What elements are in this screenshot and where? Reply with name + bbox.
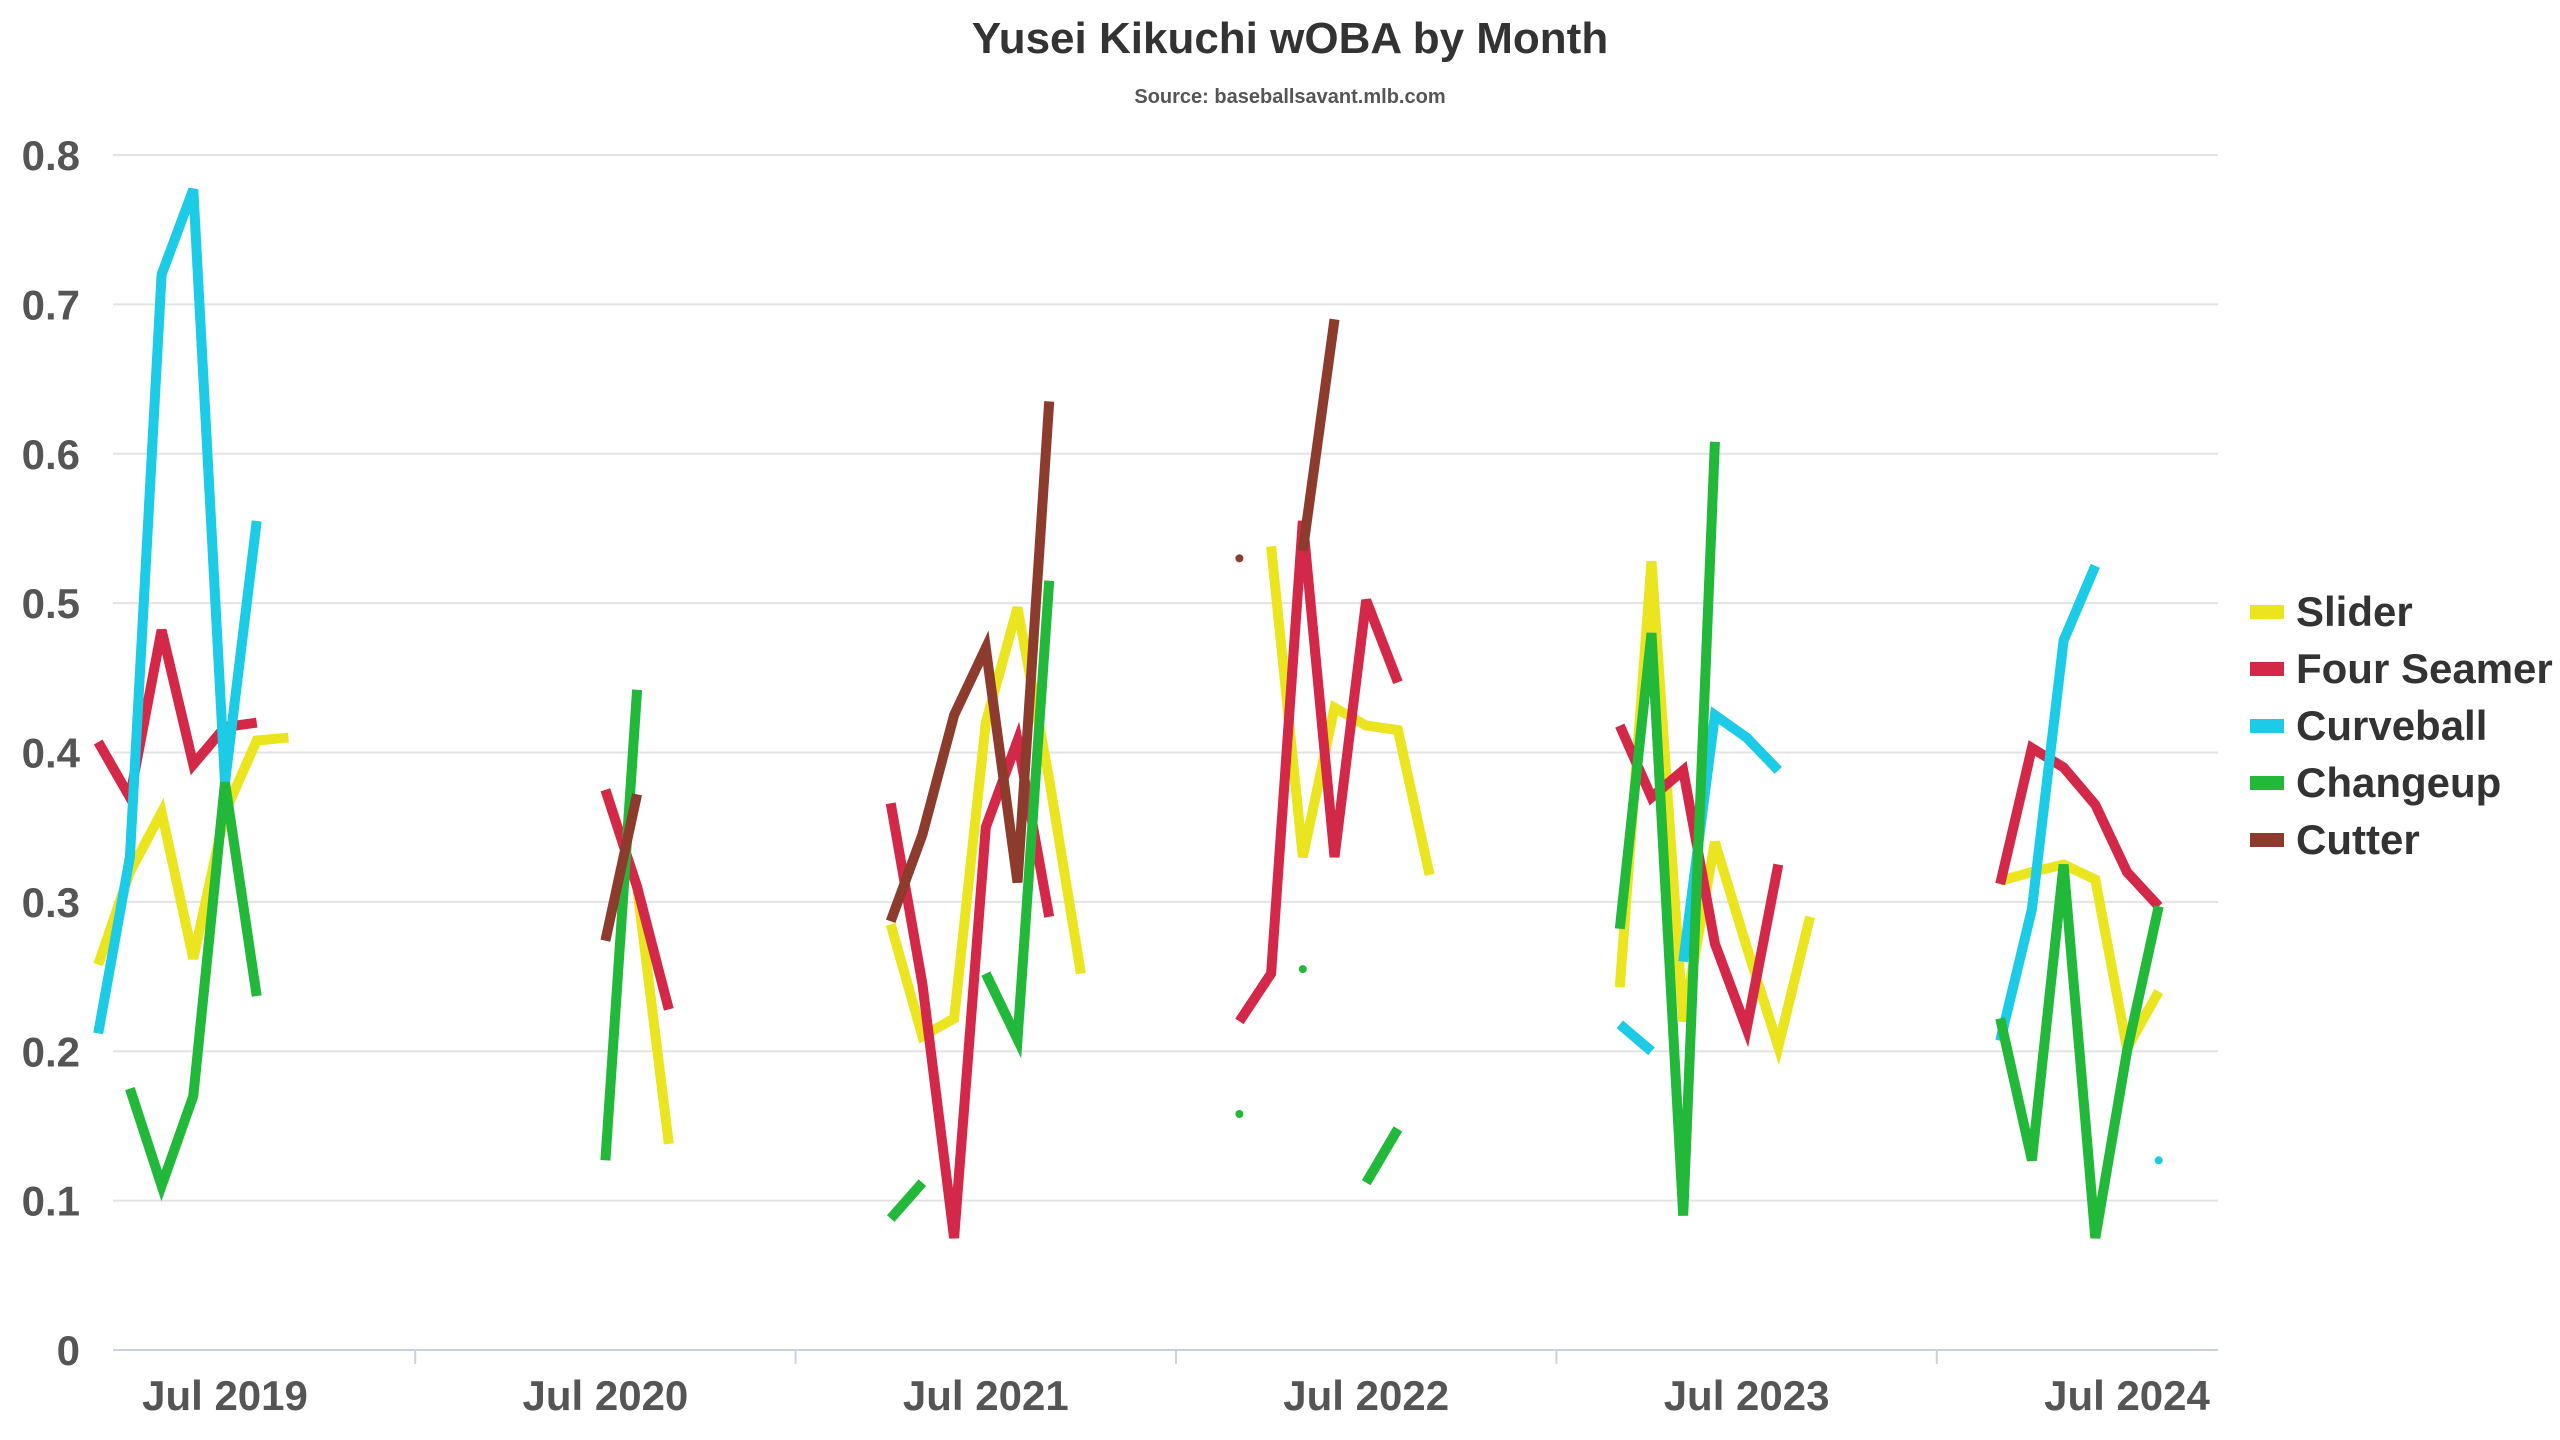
x-tick-label: Jul 2024 (2044, 1372, 2210, 1419)
legend-label: Four Seamer (2296, 644, 2553, 692)
series-line-segment (600, 793, 642, 942)
y-axis-ticks: 0 0.1 0.2 0.3 0.4 0.5 0.6 0.7 0.8 (22, 132, 81, 1374)
series-line-segment (1614, 560, 1815, 1066)
y-tick-label: 0.6 (22, 431, 80, 478)
x-tick-label: Jul 2022 (1283, 1372, 1449, 1419)
series-line-segment (1235, 520, 1403, 1025)
legend-item[interactable]: Changeup (2250, 754, 2553, 811)
y-tick-label: 0.7 (22, 281, 80, 328)
data-point (2154, 1156, 2163, 1165)
y-tick-label: 0.3 (22, 879, 80, 926)
legend-item[interactable]: Cutter (2250, 811, 2553, 868)
x-tick-label: Jul 2020 (523, 1372, 689, 1419)
series-line-segment (93, 187, 262, 1035)
legend-label: Curveball (2296, 701, 2488, 749)
chart-subtitle: Source: baseballsavant.mlb.com (1134, 86, 1446, 108)
y-tick-label: 0.5 (22, 580, 80, 627)
y-tick-label: 0.8 (22, 132, 80, 179)
series-line-segment (1614, 441, 1720, 1216)
series-lines (93, 187, 2164, 1239)
series-line-segment (1297, 318, 1340, 552)
data-point (1235, 554, 1244, 563)
data-point (1235, 1109, 1244, 1118)
x-axis: Jul 2019 Jul 2020 Jul 2021 Jul 2022 Jul 2023… (113, 1349, 2218, 1419)
series-line-segment (600, 788, 674, 1011)
x-tick-label: Jul 2023 (1664, 1372, 1830, 1419)
legend-label: Cutter (2296, 815, 2420, 863)
y-tick-label: 0.2 (22, 1028, 80, 1075)
legend-swatch (2250, 661, 2284, 676)
series-cutter (600, 318, 1340, 942)
series-line-segment (125, 781, 262, 1202)
legend: Slider Four Seamer Curveball Changeup Cutter (2250, 583, 2553, 868)
chart-title: Yusei Kikuchi wOBA by Month (971, 14, 1609, 63)
legend-item[interactable]: Slider (2250, 583, 2553, 640)
grid-lines (113, 154, 2218, 1202)
data-point (1298, 965, 1307, 974)
series-line-segment (1995, 563, 2100, 1042)
series-line-segment (885, 606, 1086, 1044)
y-tick-label: 0 (57, 1327, 80, 1374)
legend-swatch (2250, 604, 2284, 619)
y-tick-label: 0.1 (22, 1178, 80, 1225)
x-tick-label: Jul 2021 (903, 1372, 1069, 1419)
legend-label: Slider (2296, 587, 2413, 635)
x-tick-label: Jul 2019 (142, 1372, 308, 1419)
series-line-segment (600, 689, 643, 1161)
series-line-segment (1995, 740, 2163, 910)
series-slider (93, 545, 2164, 1145)
series-line-segment (1995, 863, 2164, 1239)
series-line-segment (1361, 1126, 1403, 1186)
legend-label: Changeup (2296, 758, 2502, 806)
series-line-segment (981, 580, 1055, 1059)
series-curveball (93, 187, 2163, 1165)
legend-swatch (2250, 775, 2284, 790)
legend-swatch (2250, 718, 2284, 733)
series-line-segment (886, 1179, 927, 1222)
legend-item[interactable]: Four Seamer (2250, 640, 2553, 697)
series-line-segment (1616, 1020, 1655, 1056)
y-tick-label: 0.4 (22, 730, 81, 777)
legend-item[interactable]: Curveball (2250, 697, 2553, 754)
series-line-segment (886, 401, 1055, 924)
legend-swatch (2250, 832, 2284, 847)
series-four-seamer (93, 520, 2163, 1239)
series-changeup (125, 441, 2164, 1239)
